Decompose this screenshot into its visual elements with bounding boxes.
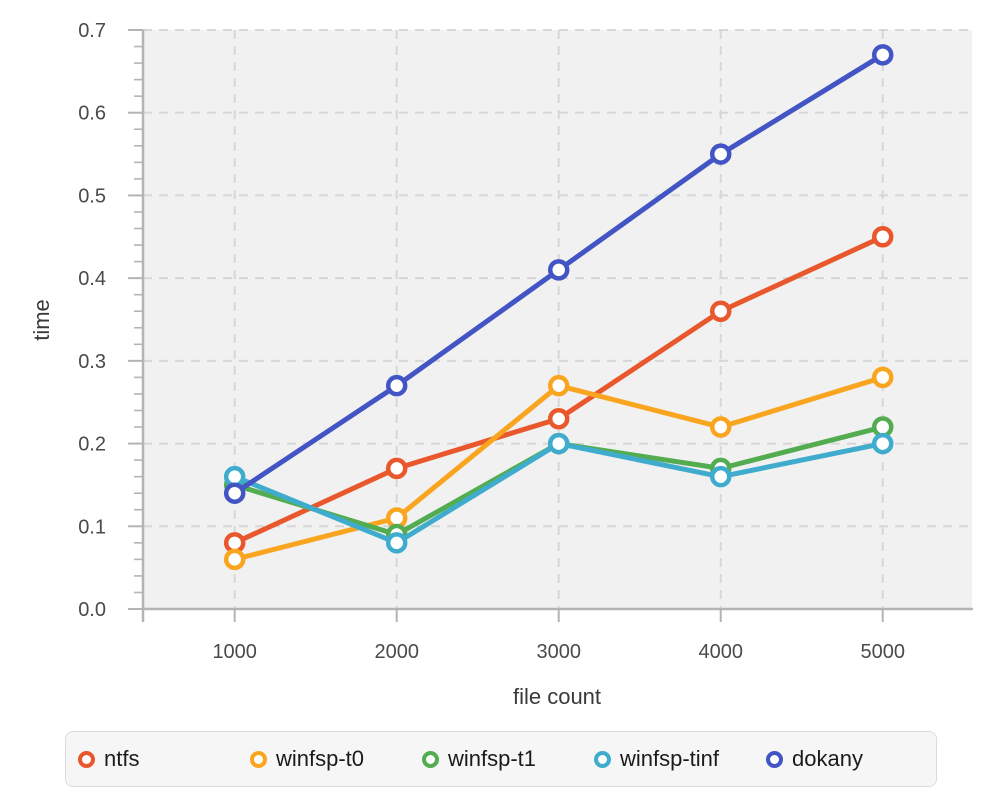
data-point-marker-winfsp-t0 [223, 548, 246, 571]
x-tick-label: 1000 [212, 641, 257, 663]
legend-marker-icon [766, 750, 783, 768]
data-point-marker-dokany [547, 259, 570, 281]
y-tick-label: 0.1 [78, 516, 106, 538]
data-point-marker-winfsp-tinf [709, 465, 732, 488]
legend-item-label: winfsp-t1 [448, 746, 537, 771]
y-tick-label: 0.6 [78, 103, 106, 125]
y-tick-label: 0.0 [78, 599, 106, 621]
y-tick-label: 0.5 [78, 185, 106, 207]
legend-marker-icon [594, 750, 611, 768]
data-point-marker-dokany [871, 44, 894, 66]
data-point-marker-ntfs [871, 226, 894, 248]
x-axis-title: file count [513, 684, 601, 709]
data-point-marker-winfsp-t0 [709, 416, 732, 438]
plot-panel-background [143, 30, 972, 609]
line-chart: 0.0 0.1 0.2 0.3 0.4 0.5 0.6 0.7 1000 2000 3000 4000… [29, 20, 973, 709]
series-winfsp-t0 [223, 366, 894, 571]
x-tick-label: 5000 [860, 641, 905, 663]
data-point-marker-winfsp-tinf [385, 532, 408, 554]
y-axis-title: time [29, 299, 54, 341]
data-point-marker-winfsp-tinf [871, 432, 894, 455]
x-tick-label: 2000 [374, 641, 419, 663]
x-tick-label: 4000 [698, 641, 743, 663]
data-point-marker-dokany [223, 482, 246, 504]
series-winfsp-tinf [223, 432, 894, 554]
legend-item-label: winfsp-tinf [620, 746, 720, 771]
legend-marker-icon [78, 750, 95, 768]
data-point-marker-dokany [709, 143, 732, 165]
data-point-marker-ntfs [709, 300, 732, 322]
x-tick-label: 3000 [536, 641, 581, 663]
legend-item-winfsp-t0: winfsp-t0 [250, 732, 364, 786]
legend-marker-icon [422, 750, 439, 768]
data-point-marker-dokany [385, 374, 408, 397]
legend-item-label: dokany [792, 746, 863, 771]
legend: ntfs winfsp-t0 winfsp-t1 winfsp-tinf dokany [65, 731, 937, 787]
data-point-marker-winfsp-t0 [871, 366, 894, 389]
y-tick-label: 0.3 [78, 351, 106, 373]
legend-item-winfsp-t1: winfsp-t1 [422, 732, 536, 786]
series-dokany [223, 44, 894, 504]
legend-marker-icon [250, 750, 267, 768]
series-ntfs [223, 226, 894, 554]
legend-item-label: ntfs [104, 746, 140, 771]
data-point-marker-ntfs [385, 457, 408, 480]
legend-item-ntfs: ntfs [78, 732, 139, 786]
y-tick-label: 0.7 [78, 20, 106, 42]
data-point-marker-ntfs [547, 408, 570, 430]
data-point-marker-winfsp-t0 [547, 374, 570, 397]
legend-item-dokany: dokany [766, 732, 863, 786]
legend-item-winfsp-tinf: winfsp-tinf [594, 732, 719, 786]
y-tick-label: 0.2 [78, 434, 106, 456]
data-point-marker-winfsp-tinf [547, 432, 570, 455]
y-tick-label: 0.4 [78, 268, 106, 290]
legend-item-label: winfsp-t0 [276, 746, 365, 771]
